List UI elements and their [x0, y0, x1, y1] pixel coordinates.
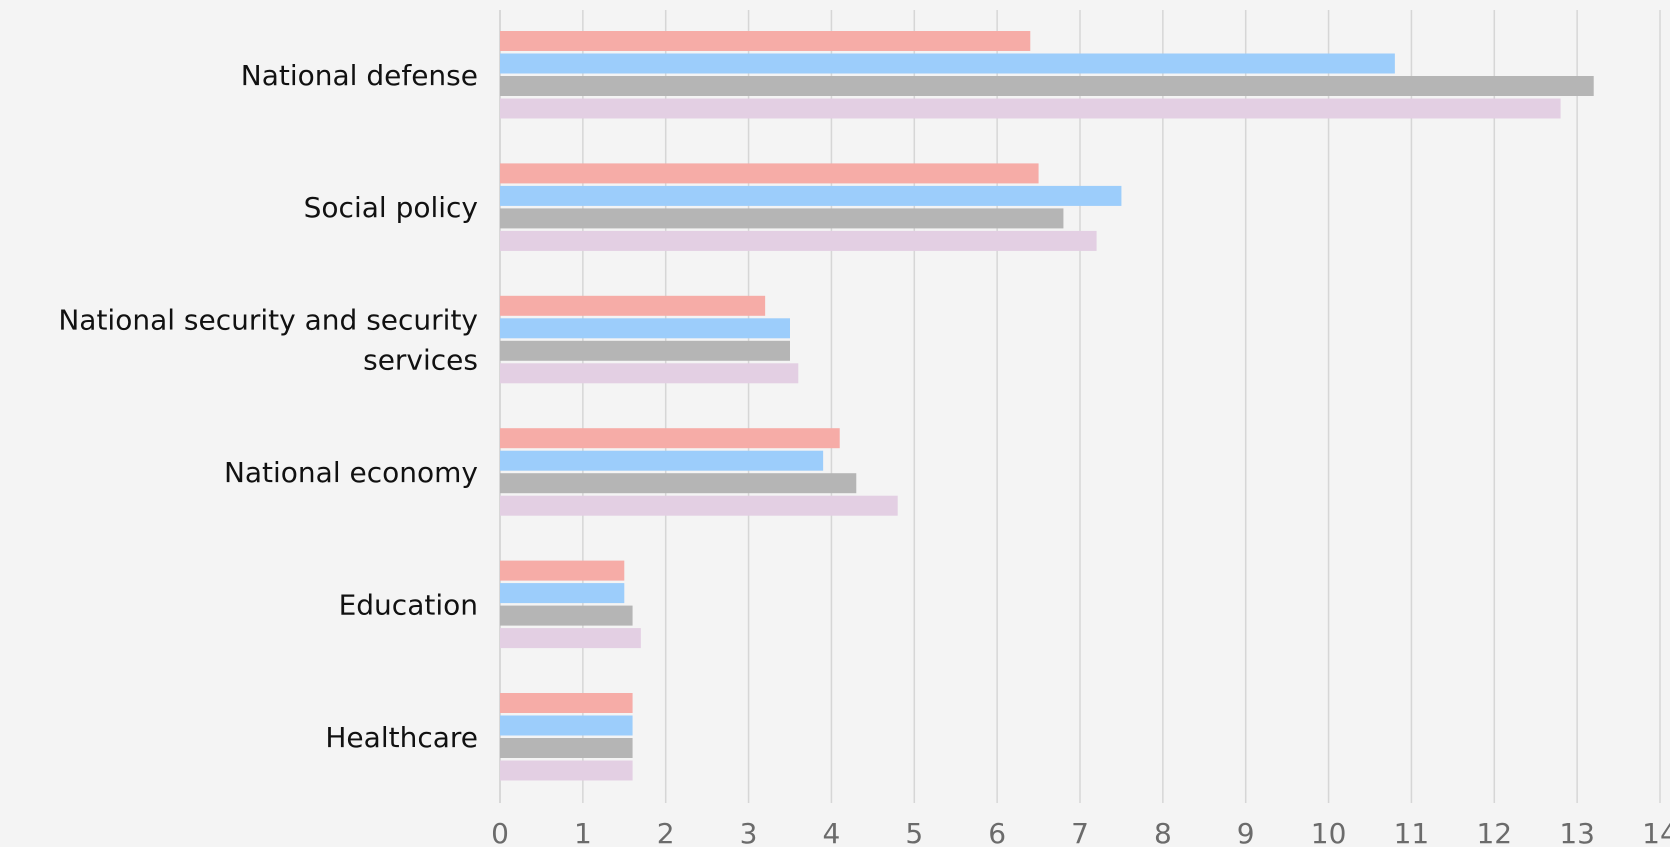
- x-tick-label-14: 14: [1642, 817, 1670, 847]
- bar-4-series-0: [500, 560, 625, 581]
- category-labels: National defense Social policy National se…: [58, 59, 478, 754]
- bar-1-series-2: [500, 208, 1064, 229]
- bars-layer: [500, 31, 1594, 781]
- bar-0-series-1: [500, 53, 1395, 74]
- category-label-4: Education: [339, 588, 478, 621]
- bar-2-series-3: [500, 363, 799, 384]
- category-label-line: National security and security: [58, 304, 478, 337]
- bar-5-series-3: [500, 760, 633, 781]
- bar-4-series-2: [500, 605, 633, 626]
- x-tick-label-6: 6: [988, 817, 1006, 847]
- category-label-line: Social policy: [304, 191, 478, 224]
- x-tick-label-1: 1: [574, 817, 592, 847]
- bar-1-series-0: [500, 163, 1039, 184]
- category-label-line: National economy: [224, 456, 478, 489]
- x-tick-label-0: 0: [491, 817, 509, 847]
- category-label-1: Social policy: [304, 191, 478, 224]
- bar-3-series-1: [500, 450, 824, 471]
- bar-2-series-1: [500, 318, 790, 339]
- bar-5-series-1: [500, 715, 633, 736]
- x-tick-label-2: 2: [657, 817, 675, 847]
- category-label-3: National economy: [224, 456, 478, 489]
- bar-1-series-3: [500, 230, 1097, 251]
- category-label-line: Education: [339, 588, 478, 621]
- bar-0-series-3: [500, 98, 1561, 119]
- x-tick-label-7: 7: [1071, 817, 1089, 847]
- x-tick-label-13: 13: [1559, 817, 1595, 847]
- x-tick-label-10: 10: [1311, 817, 1347, 847]
- bar-2-series-2: [500, 340, 790, 361]
- bar-5-series-0: [500, 693, 633, 713]
- bar-5-series-2: [500, 738, 633, 758]
- bar-3-series-2: [500, 473, 857, 494]
- x-tick-label-3: 3: [740, 817, 758, 847]
- bar-3-series-0: [500, 428, 840, 449]
- x-tick-label-8: 8: [1154, 817, 1172, 847]
- bar-2-series-0: [500, 295, 766, 316]
- category-label-line: Healthcare: [325, 721, 478, 754]
- x-tick-label-11: 11: [1394, 817, 1430, 847]
- x-tick-label-5: 5: [905, 817, 923, 847]
- bar-0-series-0: [500, 31, 1031, 51]
- category-label-2: National security and security services: [58, 304, 478, 377]
- x-tick-label-9: 9: [1237, 817, 1255, 847]
- category-label-0: National defense: [241, 59, 478, 92]
- bar-1-series-1: [500, 185, 1122, 206]
- bar-4-series-1: [500, 583, 625, 604]
- category-label-5: Healthcare: [325, 721, 478, 754]
- bar-3-series-3: [500, 495, 898, 516]
- bar-4-series-3: [500, 628, 641, 649]
- x-tick-label-4: 4: [823, 817, 841, 847]
- x-axis-tick-labels: 0 1 2 3 4 5 6 7 8 9 10 11 12 13 14: [491, 817, 1670, 847]
- category-label-line: National defense: [241, 59, 478, 92]
- x-tick-label-12: 12: [1476, 817, 1512, 847]
- category-label-line: services: [363, 344, 478, 377]
- grid-layer: [499, 10, 1661, 803]
- bar-0-series-2: [500, 76, 1594, 96]
